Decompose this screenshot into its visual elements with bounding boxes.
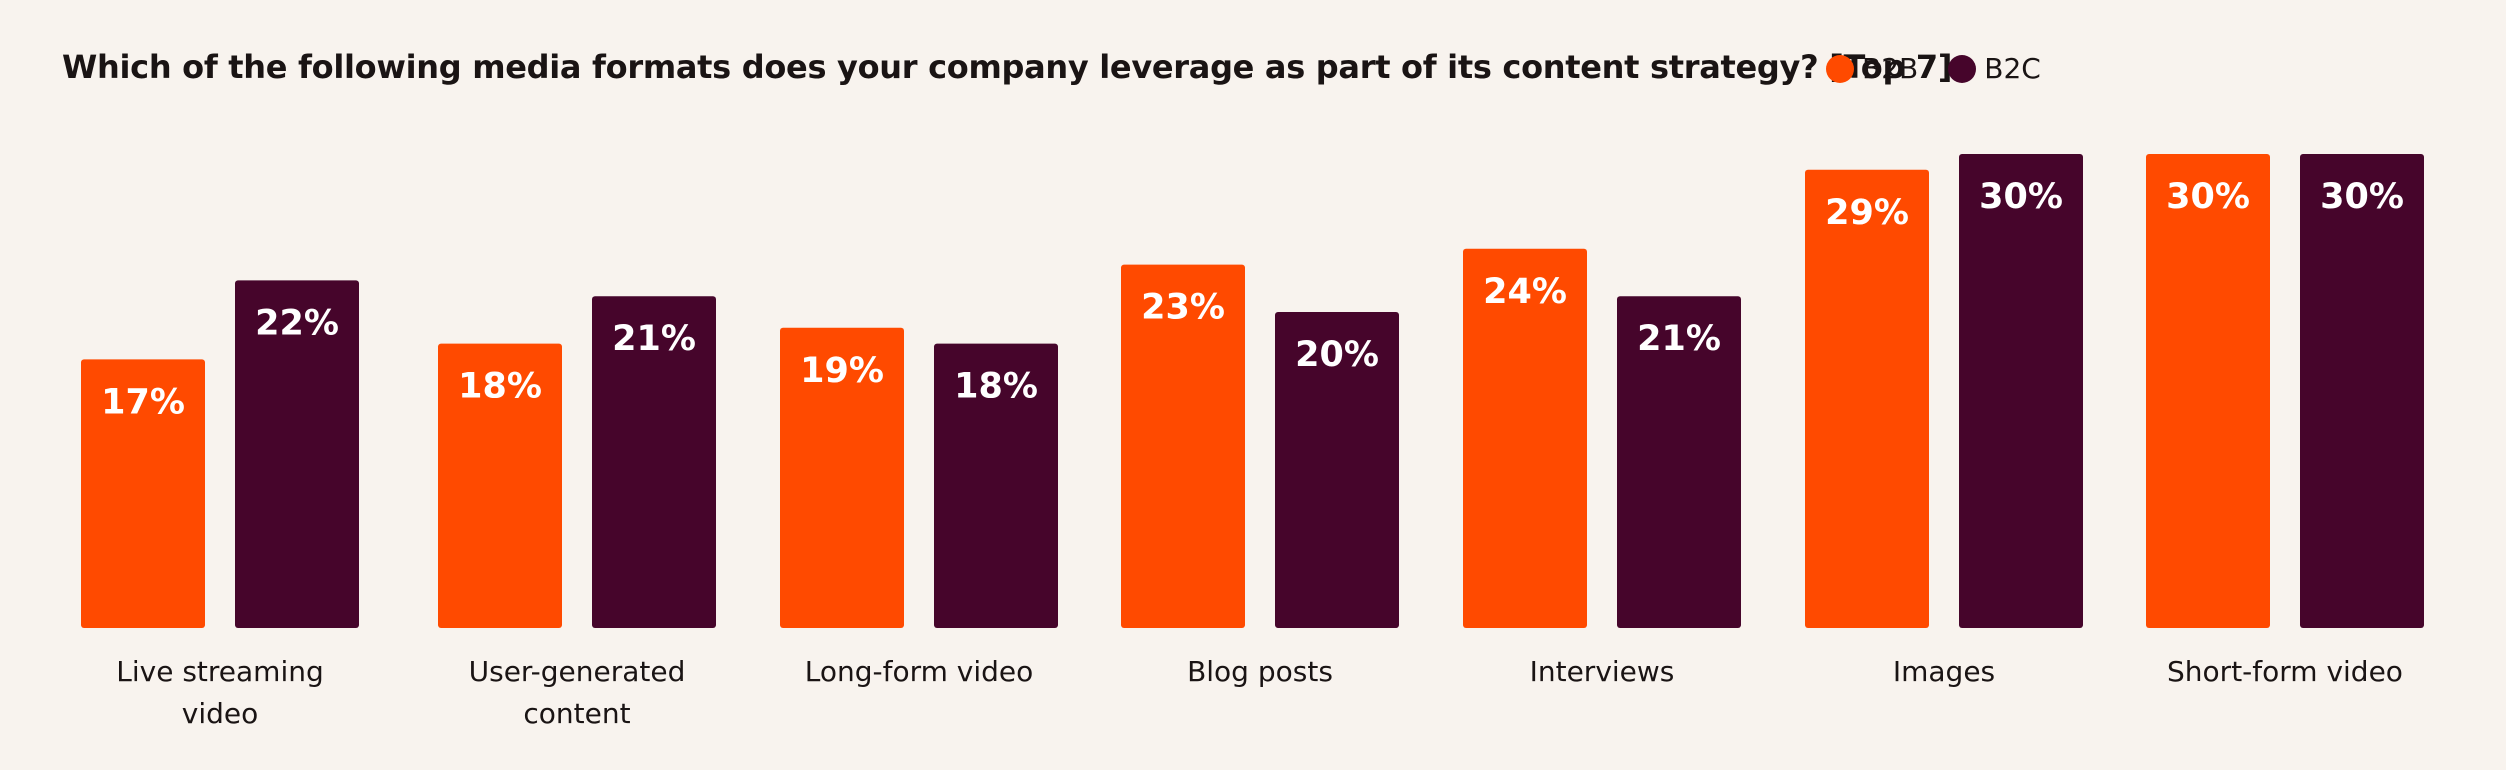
bar-b2b-2 [780,327,904,628]
bar-b2c-3 [1275,312,1399,628]
bar-b2c-5 [1959,154,2083,628]
category-label-2: Long-form video [805,655,1034,688]
legend-item-b2c: B2C [1948,52,2041,85]
category-label-1-line-1: content [523,697,630,730]
data-label-b2c-6: 30% [2320,177,2404,217]
data-label-b2b-0: 17% [101,382,185,422]
data-label-b2b-5: 29% [1825,193,1909,233]
bar-b2c-1 [592,296,716,628]
data-label-b2c-4: 21% [1637,319,1721,359]
category-label-0-line-1: video [182,697,258,730]
legend-label-b2b: B2B [1862,52,1919,85]
chart-title: Which of the following media formats doe… [62,48,1953,86]
data-label-b2c-1: 21% [612,319,696,359]
bar-b2b-3 [1121,264,1245,628]
bar-b2b-5 [1805,169,1929,629]
bar-b2c-2 [934,343,1058,628]
category-label-6: Short-form video [2167,655,2403,688]
bar-b2b-4 [1463,248,1587,629]
legend-label-b2c: B2C [1984,52,2041,85]
bar-b2c-4 [1617,296,1741,628]
bar-b2b-6 [2146,154,2270,628]
data-label-b2b-6: 30% [2166,177,2250,217]
legend-swatch-b2c [1948,54,1977,83]
data-label-b2b-4: 24% [1483,272,1567,312]
category-label-1-line-0: User-generated [469,655,686,688]
data-label-b2c-0: 22% [255,303,339,343]
bar-b2c-6 [2300,154,2424,628]
category-label-3: Blog posts [1187,655,1333,688]
data-label-b2c-3: 20% [1295,335,1379,375]
bar-b2b-1 [438,343,562,628]
legend-item-b2b: B2B [1826,52,1918,85]
data-label-b2c-2: 18% [954,367,1038,407]
data-label-b2b-3: 23% [1141,288,1225,328]
category-label-4: Interviews [1530,655,1675,688]
bar-b2c-0 [235,280,359,628]
data-label-b2c-5: 30% [1979,177,2063,217]
bar-b2b-0 [81,359,205,628]
legend: B2B B2C [1826,52,2071,85]
data-label-b2b-2: 19% [800,351,884,391]
category-label-5: Images [1893,655,1995,688]
category-label-0-line-0: Live streaming [116,655,324,688]
data-label-b2b-1: 18% [458,367,542,407]
legend-swatch-b2b [1826,54,1854,83]
